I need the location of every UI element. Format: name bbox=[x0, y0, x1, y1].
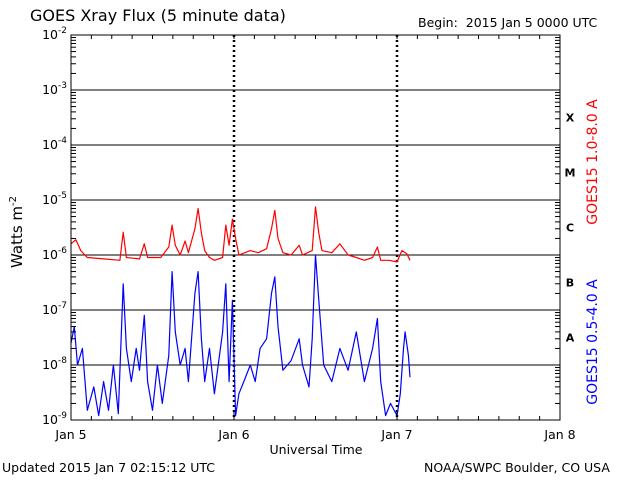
y-tick-base: 10 bbox=[42, 412, 58, 427]
y-tick-base: 10 bbox=[42, 192, 58, 207]
y-tick-base: 10 bbox=[42, 82, 58, 97]
legend-short-series: GOES15 0.5-4.0 A bbox=[585, 279, 601, 405]
flare-class-B: B bbox=[566, 277, 574, 290]
x-tick-label: Jan 7 bbox=[380, 427, 412, 442]
x-axis: Jan 5 Jan 6 Jan 7 Jan 8 bbox=[54, 35, 576, 442]
y-tick-label: 10-4 bbox=[42, 136, 67, 152]
y-tick-label: 10-2 bbox=[42, 26, 67, 42]
y-tick-base: 10 bbox=[42, 302, 58, 317]
x-tick-label: Jan 8 bbox=[543, 427, 575, 442]
updated-timestamp: Updated 2015 Jan 7 02:15:12 UTC bbox=[2, 460, 216, 475]
flare-class-labels: A B C M X bbox=[565, 112, 576, 345]
y-tick-label: 10-7 bbox=[42, 301, 67, 317]
y-tick-label: 10-6 bbox=[42, 246, 67, 262]
chart-title: GOES Xray Flux (5 minute data) bbox=[30, 6, 286, 25]
y-tick-base: 10 bbox=[42, 357, 58, 372]
flare-class-X: X bbox=[566, 112, 575, 125]
x-tick-label: Jan 5 bbox=[54, 427, 86, 442]
x-tick-label: Jan 6 bbox=[217, 427, 249, 442]
data-series bbox=[70, 206, 411, 417]
y-axis-label-text: Watts m bbox=[8, 206, 26, 268]
y-axis-label-exponent: -2 bbox=[8, 196, 19, 206]
y-tick-exponent: -3 bbox=[58, 81, 67, 91]
x-axis-label: Universal Time bbox=[270, 442, 363, 457]
y-tick-exponent: -8 bbox=[58, 356, 67, 366]
y-tick-exponent: -4 bbox=[58, 136, 67, 146]
y-tick-base: 10 bbox=[42, 137, 58, 152]
series-line-short bbox=[70, 254, 411, 417]
y-tick-exponent: -2 bbox=[58, 26, 67, 36]
flare-class-A: A bbox=[566, 332, 575, 345]
plot-frame bbox=[70, 34, 561, 421]
y-tick-exponent: -9 bbox=[58, 411, 67, 421]
series-line-long bbox=[70, 206, 411, 263]
flare-class-C: C bbox=[566, 222, 574, 235]
y-tick-label: 10-9 bbox=[42, 411, 67, 427]
y-tick-label: 10-8 bbox=[42, 356, 67, 372]
y-axis-label: Watts m-2 bbox=[8, 196, 26, 268]
grid-lines bbox=[71, 89, 560, 366]
begin-time: Begin: 2015 Jan 5 0000 UTC bbox=[418, 15, 597, 30]
y-tick-exponent: -6 bbox=[58, 246, 67, 256]
data-credit: NOAA/SWPC Boulder, CO USA bbox=[424, 460, 610, 475]
y-tick-exponent: -7 bbox=[58, 301, 67, 311]
flare-class-M: M bbox=[565, 167, 576, 180]
y-tick-exponent: -5 bbox=[58, 191, 67, 201]
y-tick-base: 10 bbox=[42, 27, 58, 42]
begin-value: 2015 Jan 5 0000 UTC bbox=[465, 15, 598, 30]
y-tick-label: 10-3 bbox=[42, 81, 67, 97]
y-axis: 10-910-810-710-610-510-410-310-2 bbox=[42, 26, 560, 427]
y-tick-label: 10-5 bbox=[42, 191, 67, 207]
begin-label: Begin: bbox=[418, 15, 458, 30]
legend-long-series: GOES15 1.0-8.0 A bbox=[585, 99, 601, 225]
y-tick-base: 10 bbox=[42, 247, 58, 262]
